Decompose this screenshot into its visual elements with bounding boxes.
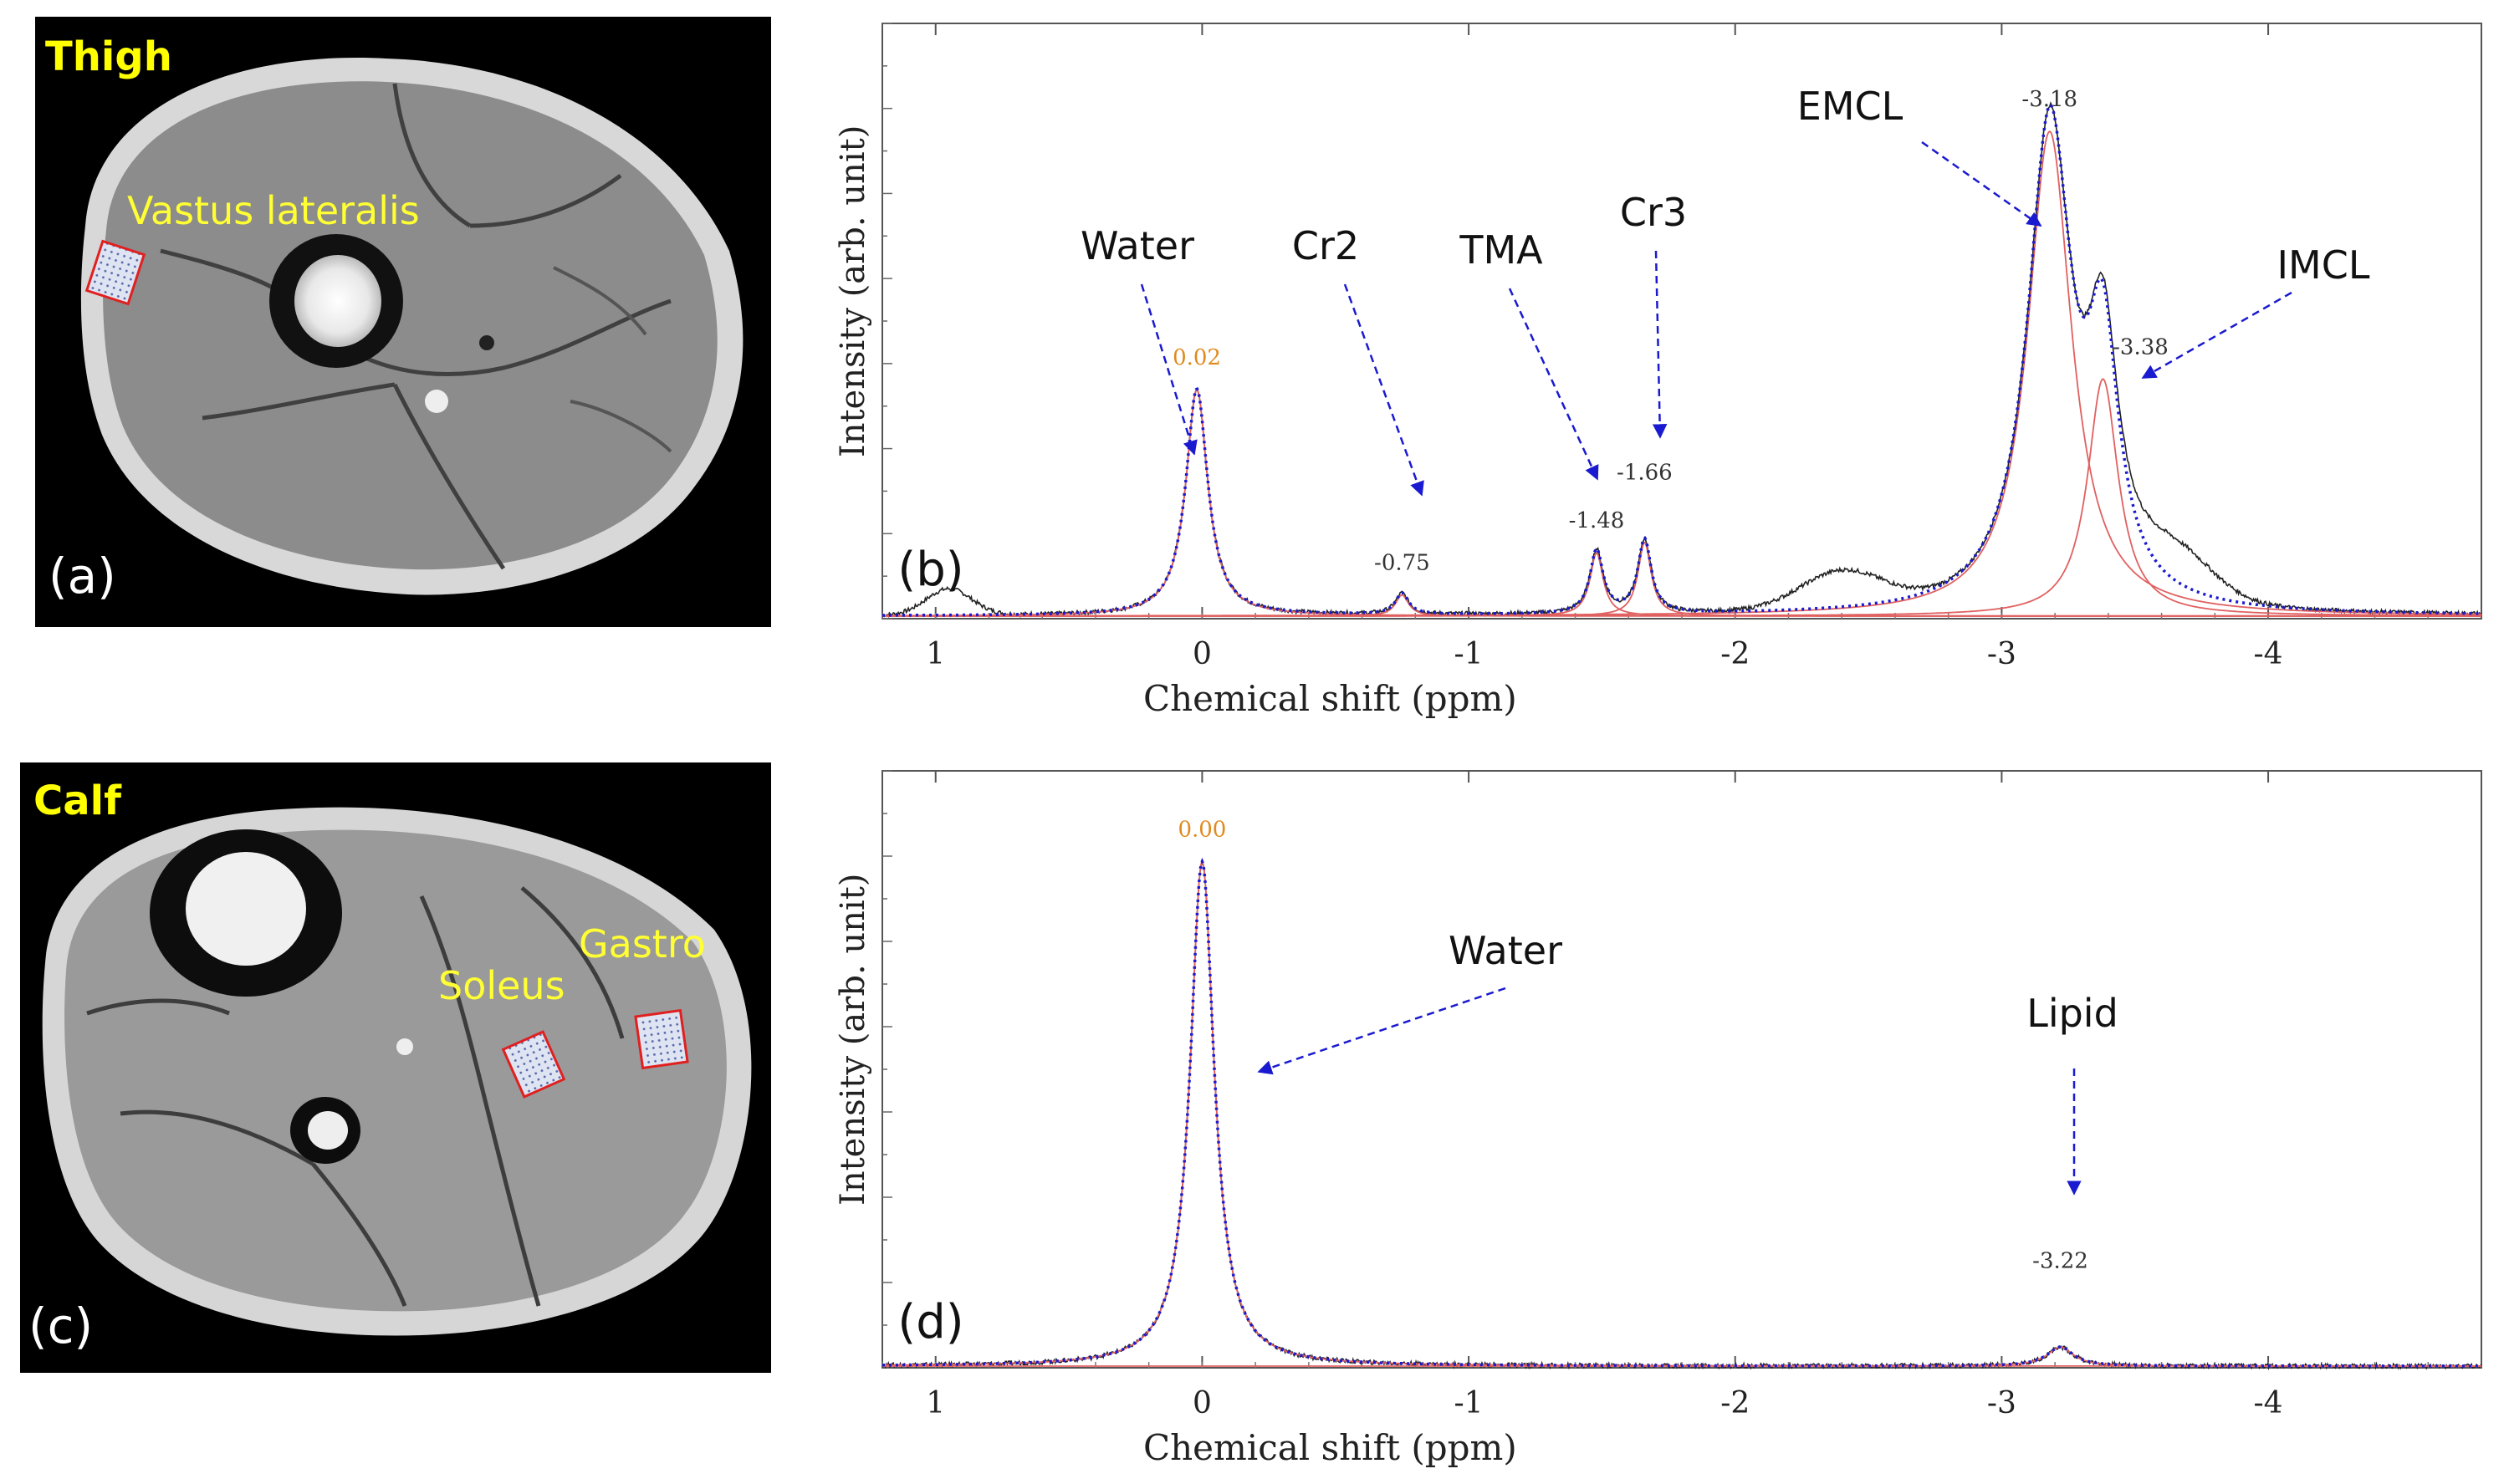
peak-value-label: -1.48 — [1569, 508, 1625, 533]
x-axis-label: Chemical shift (ppm) — [1143, 1427, 1517, 1468]
annotation-water: Water — [1449, 928, 1562, 973]
annotation-tma: TMA — [1459, 227, 1543, 273]
x-tick-label: 0 — [1193, 1386, 1212, 1420]
calf-mri-image: Calf Soleus Gastro (c) — [20, 762, 771, 1373]
thigh-muscle — [103, 81, 718, 570]
x-tick-label: -2 — [1720, 1386, 1750, 1420]
x-tick-label: -3 — [1987, 1386, 2016, 1420]
panel-letter: (d) — [897, 1295, 963, 1349]
vastus-lateralis-label: Vastus lateralis — [127, 188, 420, 233]
total-fit-line — [882, 104, 2481, 617]
thigh-mri-image: Thigh Vastus lateralis (a) — [35, 17, 771, 627]
plot-frame — [881, 23, 2482, 620]
x-tick-label: 0 — [1193, 637, 1212, 671]
calf-title: Calf — [33, 778, 121, 824]
x-tick-label: -1 — [1454, 637, 1484, 671]
peak-value-label: -0.75 — [1374, 551, 1430, 576]
x-tick-label: -1 — [1454, 1386, 1484, 1420]
x-tick-label: -2 — [1720, 637, 1750, 671]
panel-a-letter: (a) — [49, 548, 116, 604]
spectrum-chart-1 — [881, 770, 2482, 1371]
x-tick-label: 1 — [926, 1386, 945, 1420]
roi-soleus — [501, 1030, 566, 1099]
spectrum-chart-0 — [881, 23, 2482, 620]
peak-value-label: 0.02 — [1173, 345, 1221, 370]
peak-value-label: -3.22 — [2032, 1248, 2088, 1273]
panel-c-letter: (c) — [28, 1298, 94, 1354]
calf-mri-drawing — [42, 807, 752, 1336]
peak-value-label: 0.00 — [1178, 817, 1226, 842]
peak-value-label: -1.66 — [1617, 461, 1673, 486]
annotation-cr3: Cr3 — [1620, 190, 1687, 235]
annotation-emcl: EMCL — [1797, 84, 1903, 129]
thigh-title: Thigh — [45, 33, 172, 80]
annotation-arrow — [2141, 291, 2292, 380]
peak-value-label: -3.18 — [2021, 87, 2077, 112]
x-tick-label: -4 — [2254, 637, 2283, 671]
annotation-arrow — [1652, 250, 1668, 439]
x-axis-label: Chemical shift (ppm) — [1143, 678, 1517, 719]
x-tick-label: 1 — [926, 637, 945, 671]
fit-component-imcl — [882, 378, 2481, 617]
x-tick-label: -3 — [1987, 637, 2016, 671]
total-fit-line — [882, 857, 2481, 1368]
panel-letter: (b) — [897, 543, 963, 597]
annotation-arrow — [1508, 288, 1599, 481]
annotation-arrow — [1257, 987, 1506, 1075]
annotation-arrow — [1140, 283, 1198, 456]
plot-frame — [881, 770, 2482, 1369]
y-axis-label: Intensity (arb. unit) — [834, 125, 872, 457]
x-tick-label: -4 — [2254, 1386, 2283, 1420]
gastro-label: Gastro — [579, 921, 706, 966]
soleus-label: Soleus — [438, 963, 565, 1008]
annotation-imcl: IMCL — [2276, 242, 2369, 288]
y-axis-label: Intensity (arb. unit) — [834, 874, 872, 1206]
annotation-lipid: Lipid — [2026, 991, 2118, 1036]
roi-gastro — [634, 1008, 689, 1070]
roi-vastus-lateralis — [84, 239, 146, 306]
annotation-water: Water — [1081, 223, 1194, 268]
thigh-mri-drawing — [80, 58, 744, 595]
annotation-cr2: Cr2 — [1292, 223, 1359, 268]
peak-value-label: -3.38 — [2113, 334, 2169, 360]
